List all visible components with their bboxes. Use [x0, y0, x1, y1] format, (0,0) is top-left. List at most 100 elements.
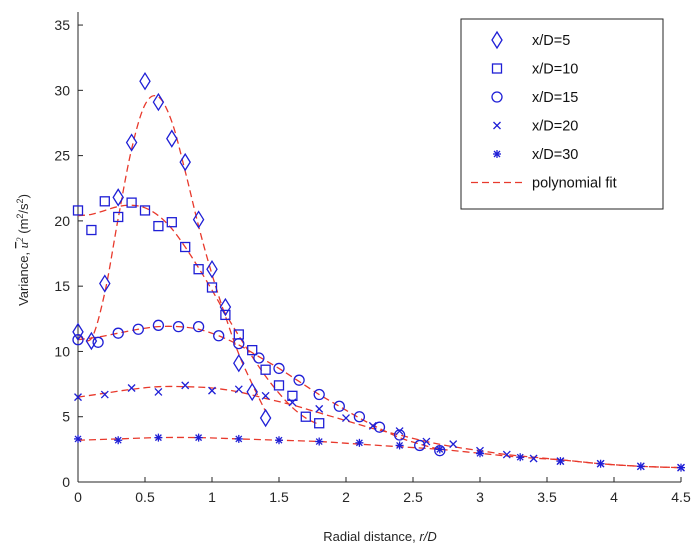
data-point	[246, 382, 258, 402]
data-point	[414, 439, 426, 452]
data-point	[342, 414, 350, 422]
legend-label: x/D=20	[532, 119, 578, 135]
data-point	[86, 224, 97, 236]
data-point	[275, 436, 283, 445]
data-point	[247, 344, 258, 356]
x-tick-label: 0.5	[135, 489, 155, 505]
data-point	[206, 282, 218, 293]
data-point	[315, 404, 324, 413]
data-point	[259, 408, 272, 428]
data-point	[114, 436, 123, 445]
data-point	[181, 381, 190, 390]
data-point	[333, 400, 345, 412]
legend-label: x/D=5	[532, 33, 570, 49]
x-tick-label: 3	[476, 489, 484, 505]
data-point	[502, 450, 511, 459]
x-tick-label: 2	[342, 489, 350, 505]
y-tick-label: 10	[54, 343, 70, 359]
data-point	[368, 421, 377, 430]
y-tick-label: 0	[62, 474, 70, 490]
data-point	[233, 337, 245, 350]
y-tick-label: 5	[62, 409, 70, 425]
y-tick-label: 35	[54, 17, 70, 33]
data-point	[206, 259, 218, 279]
x-tick-label: 3.5	[537, 489, 557, 505]
data-point	[139, 205, 151, 216]
data-point	[422, 437, 431, 446]
data-point	[154, 433, 163, 442]
data-point	[166, 217, 177, 228]
y-axis-label-group: Variance, u2 (m2/s2)	[15, 194, 31, 306]
legend-label: x/D=30	[532, 147, 578, 163]
data-point	[253, 352, 265, 364]
data-point	[287, 390, 298, 401]
data-point	[315, 437, 324, 446]
data-point	[393, 429, 406, 441]
data-point	[72, 322, 84, 342]
data-point	[74, 393, 82, 402]
x-tick-label: 1	[208, 489, 216, 505]
data-point	[449, 440, 458, 449]
data-point	[112, 327, 124, 339]
legend-marker	[491, 30, 503, 50]
x-tick-label: 2.5	[403, 489, 423, 505]
data-point	[395, 427, 404, 436]
data-point	[192, 210, 205, 229]
fit-line-1	[77, 204, 320, 426]
data-point	[273, 362, 285, 375]
series-1	[72, 196, 325, 429]
y-axis-label-unit-close: )	[16, 194, 31, 198]
data-point	[193, 264, 204, 275]
x-tick-label: 4.5	[671, 489, 691, 505]
data-point	[219, 297, 232, 317]
data-markers	[72, 71, 685, 472]
legend-marker	[491, 91, 503, 103]
data-point	[234, 434, 243, 443]
data-point	[152, 92, 165, 112]
legend-fit-label: polynomial fit	[532, 176, 617, 192]
fit-curves	[77, 95, 682, 469]
data-point	[516, 453, 525, 462]
data-point	[260, 364, 271, 375]
fit-line-4	[77, 436, 682, 469]
data-point	[234, 385, 243, 394]
legend-label: x/D=15	[532, 90, 578, 106]
data-point	[313, 388, 325, 401]
data-point	[529, 454, 538, 463]
y-tick-label: 30	[54, 82, 70, 98]
y-axis-label-unit-mid: /s	[16, 203, 31, 214]
data-point	[99, 274, 111, 293]
y-tick-label: 15	[54, 278, 70, 294]
data-point	[172, 320, 185, 333]
data-point	[435, 445, 444, 454]
series-4	[74, 433, 685, 472]
series-2	[72, 319, 446, 457]
data-point	[154, 387, 163, 396]
data-point	[126, 197, 137, 208]
data-point	[556, 457, 565, 466]
data-point	[99, 196, 110, 207]
data-point	[92, 336, 104, 348]
x-tick-label: 1.5	[269, 489, 289, 505]
data-point	[74, 434, 82, 443]
x-axis-label-italic: r/D	[419, 529, 436, 544]
data-point	[596, 459, 605, 468]
data-point	[288, 398, 297, 407]
x-tick-label: 0	[74, 489, 82, 505]
fit-line-2	[77, 325, 440, 450]
data-point	[125, 133, 138, 152]
legend-marker	[491, 63, 503, 74]
series-0	[72, 71, 272, 428]
data-point	[300, 411, 311, 422]
data-point	[208, 386, 216, 395]
data-point	[293, 374, 305, 386]
x-axis-label-main: Radial distance,	[323, 529, 419, 544]
y-axis-label-symbol-exp: 2	[15, 237, 25, 242]
x-axis-label: Radial distance, r/D	[323, 529, 436, 544]
data-point	[476, 449, 484, 458]
data-point	[355, 438, 364, 447]
data-point	[314, 418, 325, 429]
data-point	[100, 390, 109, 399]
data-point	[132, 323, 144, 335]
data-point	[353, 411, 366, 423]
